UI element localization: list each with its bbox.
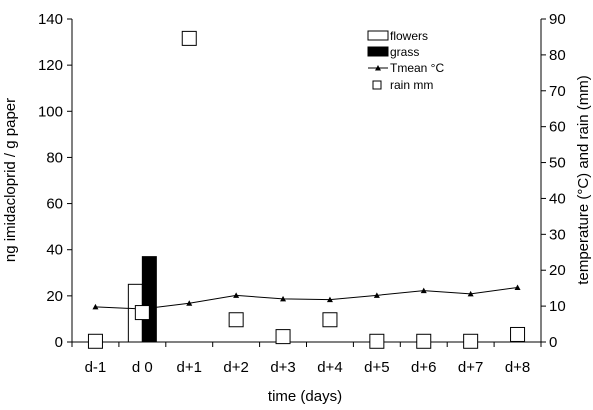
legend-swatch-grass	[367, 46, 389, 57]
rain-point	[510, 326, 526, 342]
tmean-marker	[186, 300, 193, 306]
right-y-tick-label: 20	[549, 262, 566, 279]
x-tick-label: d+8	[505, 359, 530, 376]
left-y-tick-label: 140	[38, 11, 63, 28]
left-y-tick-label: 120	[38, 57, 63, 74]
tmean-marker	[326, 296, 333, 303]
tmean-marker	[280, 295, 287, 302]
tmean-marker	[92, 303, 99, 310]
right-y-tick-label: 10	[549, 298, 566, 315]
right-y-tick-label: 30	[549, 226, 566, 243]
tmean-marker	[514, 284, 521, 290]
x-axis-title: time (days)	[268, 388, 342, 405]
legend-marker-tmean	[375, 65, 381, 71]
legend-swatch-rain	[372, 80, 382, 90]
rain-point	[87, 333, 103, 349]
left-y-tick-label: 80	[46, 149, 63, 166]
x-tick-label: d+1	[177, 359, 202, 376]
tmean-marker	[373, 292, 380, 298]
x-tick-label: d+6	[411, 359, 436, 376]
rain-point	[134, 305, 150, 321]
right-y-tick-label: 90	[549, 11, 566, 28]
right-y-axis-title: temperature (°C) and rain (mm)	[575, 75, 592, 284]
tmean-marker	[233, 292, 240, 298]
rain-point	[181, 30, 197, 46]
left-y-tick-label: 60	[46, 196, 63, 213]
bar-grass	[141, 256, 157, 343]
tmean-marker	[467, 290, 474, 297]
rain-point	[322, 312, 338, 328]
x-tick-label: d+3	[270, 359, 295, 376]
left-y-tick-label: 0	[55, 334, 63, 351]
left-y-tick-label: 40	[46, 242, 63, 259]
right-y-tick-label: 0	[549, 334, 557, 351]
x-tick-label: d-1	[85, 359, 107, 376]
right-y-tick-label: 70	[549, 83, 566, 100]
right-y-tick-label: 80	[549, 47, 566, 64]
x-tick-label: d+4	[317, 359, 342, 376]
left-y-tick-label: 20	[46, 288, 63, 305]
legend-label: Tmean °C	[390, 61, 444, 75]
rain-point	[463, 333, 479, 349]
right-y-tick-label: 40	[549, 190, 566, 207]
x-tick-label: d+2	[223, 359, 248, 376]
rain-point	[416, 333, 432, 349]
x-tick-label: d+7	[458, 359, 483, 376]
left-y-tick-label: 100	[38, 103, 63, 120]
tmean-line	[95, 286, 518, 310]
left-y-axis-title: ng imidacloprid / g paper	[2, 98, 19, 262]
tmean-marker	[420, 287, 427, 294]
legend-label: rain mm	[390, 78, 433, 92]
right-y-tick-label: 50	[549, 155, 566, 172]
legend-label: flowers	[390, 29, 428, 43]
rain-point	[275, 329, 291, 345]
rain-point	[228, 312, 244, 328]
legend-label: grass	[390, 45, 419, 59]
x-tick-label: d+5	[364, 359, 389, 376]
legend-swatch-flowers	[367, 30, 389, 41]
right-y-tick-label: 60	[549, 119, 566, 136]
rain-point	[369, 333, 385, 349]
x-tick-label: d 0	[132, 359, 153, 376]
